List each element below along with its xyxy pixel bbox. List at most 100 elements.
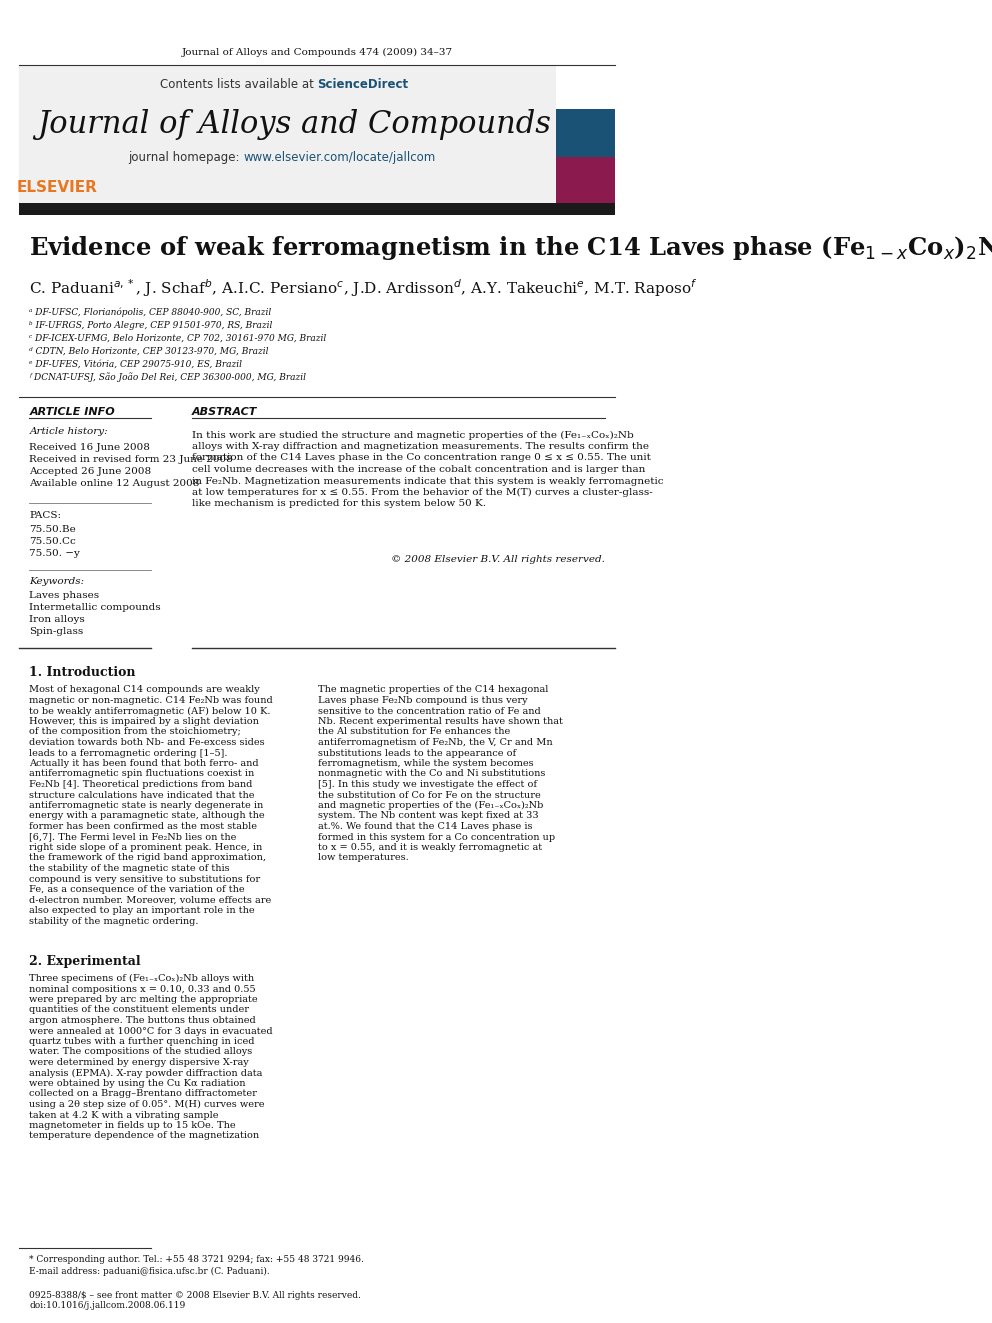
- Text: ᶜ DF-ICEX-UFMG, Belo Horizonte, CP 702, 30161-970 MG, Brazil: ᶜ DF-ICEX-UFMG, Belo Horizonte, CP 702, …: [30, 333, 326, 343]
- Bar: [557, 108, 615, 157]
- Text: antiferromagnetism of Fe₂Nb, the V, Cr and Mn: antiferromagnetism of Fe₂Nb, the V, Cr a…: [317, 738, 553, 747]
- Text: Article history:: Article history:: [30, 427, 108, 437]
- Text: Available online 12 August 2008: Available online 12 August 2008: [30, 479, 199, 487]
- Text: compound is very sensitive to substitutions for: compound is very sensitive to substituti…: [30, 875, 261, 884]
- Text: at low temperatures for x ≤ 0.55. From the behavior of the M(T) curves a cluster: at low temperatures for x ≤ 0.55. From t…: [191, 488, 653, 497]
- Text: nonmagnetic with the Co and Ni substitutions: nonmagnetic with the Co and Ni substitut…: [317, 770, 546, 778]
- Text: former has been confirmed as the most stable: former has been confirmed as the most st…: [30, 822, 257, 831]
- Text: Keywords:: Keywords:: [30, 578, 84, 586]
- Text: 75.50. −y: 75.50. −y: [30, 549, 80, 558]
- Text: * Corresponding author. Tel.: +55 48 3721 9294; fax: +55 48 3721 9946.: * Corresponding author. Tel.: +55 48 372…: [30, 1256, 364, 1265]
- Text: the stability of the magnetic state of this: the stability of the magnetic state of t…: [30, 864, 230, 873]
- Text: system. The Nb content was kept fixed at 33: system. The Nb content was kept fixed at…: [317, 811, 539, 820]
- Text: leads to a ferromagnetic ordering [1–5].: leads to a ferromagnetic ordering [1–5].: [30, 749, 228, 758]
- Text: structure calculations have indicated that the: structure calculations have indicated th…: [30, 791, 255, 799]
- Text: of the composition from the stoichiometry;: of the composition from the stoichiometr…: [30, 728, 241, 737]
- Text: like mechanism is predicted for this system below 50 K.: like mechanism is predicted for this sys…: [191, 500, 486, 508]
- Text: 75.50.Cc: 75.50.Cc: [30, 537, 76, 546]
- Text: PACS:: PACS:: [30, 512, 62, 520]
- Text: analysis (EPMA). X-ray powder diffraction data: analysis (EPMA). X-ray powder diffractio…: [30, 1069, 263, 1077]
- Text: [6,7]. The Fermi level in Fe₂Nb lies on the: [6,7]. The Fermi level in Fe₂Nb lies on …: [30, 832, 237, 841]
- Text: nominal compositions x = 0.10, 0.33 and 0.55: nominal compositions x = 0.10, 0.33 and …: [30, 984, 256, 994]
- Text: ᵇ IF-UFRGS, Porto Alegre, CEP 91501-970, RS, Brazil: ᵇ IF-UFRGS, Porto Alegre, CEP 91501-970,…: [30, 320, 273, 329]
- Text: Fe₂Nb [4]. Theoretical predictions from band: Fe₂Nb [4]. Theoretical predictions from …: [30, 781, 253, 789]
- Text: journal homepage:: journal homepage:: [128, 152, 243, 164]
- Text: deviation towards both Nb- and Fe-excess sides: deviation towards both Nb- and Fe-excess…: [30, 738, 265, 747]
- Text: energy with a paramagnetic state, although the: energy with a paramagnetic state, althou…: [30, 811, 265, 820]
- Text: Nb. Recent experimental results have shown that: Nb. Recent experimental results have sho…: [317, 717, 562, 726]
- Text: argon atmosphere. The buttons thus obtained: argon atmosphere. The buttons thus obtai…: [30, 1016, 256, 1025]
- Text: cell volume decreases with the increase of the cobalt concentration and is large: cell volume decreases with the increase …: [191, 464, 645, 474]
- Text: Laves phase Fe₂Nb compound is thus very: Laves phase Fe₂Nb compound is thus very: [317, 696, 528, 705]
- Text: and magnetic properties of the (Fe₁₋ₓCoₓ)₂Nb: and magnetic properties of the (Fe₁₋ₓCoₓ…: [317, 800, 544, 810]
- Text: doi:10.1016/j.jallcom.2008.06.119: doi:10.1016/j.jallcom.2008.06.119: [30, 1302, 186, 1311]
- Text: Accepted 26 June 2008: Accepted 26 June 2008: [30, 467, 152, 475]
- Text: d-electron number. Moreover, volume effects are: d-electron number. Moreover, volume effe…: [30, 896, 272, 905]
- Text: low temperatures.: low temperatures.: [317, 853, 409, 863]
- Text: magnetometer in fields up to 15 kOe. The: magnetometer in fields up to 15 kOe. The: [30, 1121, 236, 1130]
- Text: 1. Introduction: 1. Introduction: [30, 665, 136, 679]
- Text: © 2008 Elsevier B.V. All rights reserved.: © 2008 Elsevier B.V. All rights reserved…: [391, 556, 605, 565]
- Text: the substitution of Co for Fe on the structure: the substitution of Co for Fe on the str…: [317, 791, 541, 799]
- Text: Journal of Alloys and Compounds: Journal of Alloys and Compounds: [38, 110, 552, 140]
- Text: right side slope of a prominent peak. Hence, in: right side slope of a prominent peak. He…: [30, 843, 263, 852]
- Text: www.elsevier.com/locate/jallcom: www.elsevier.com/locate/jallcom: [243, 152, 435, 164]
- Text: The magnetic properties of the C14 hexagonal: The magnetic properties of the C14 hexag…: [317, 685, 549, 695]
- Text: Three specimens of (Fe₁₋ₓCoₓ)₂Nb alloys with: Three specimens of (Fe₁₋ₓCoₓ)₂Nb alloys …: [30, 974, 255, 983]
- Text: collected on a Bragg–Brentano diffractometer: collected on a Bragg–Brentano diffractom…: [30, 1090, 257, 1098]
- Text: were annealed at 1000°C for 3 days in evacuated: were annealed at 1000°C for 3 days in ev…: [30, 1027, 273, 1036]
- Text: alloys with X-ray diffraction and magnetization measurements. The results confir: alloys with X-ray diffraction and magnet…: [191, 442, 649, 451]
- Text: Spin-glass: Spin-glass: [30, 627, 83, 636]
- Text: at.%. We found that the C14 Laves phase is: at.%. We found that the C14 Laves phase …: [317, 822, 533, 831]
- Text: quantities of the constituent elements under: quantities of the constituent elements u…: [30, 1005, 249, 1015]
- Text: to be weakly antiferromagnetic (AF) below 10 K.: to be weakly antiferromagnetic (AF) belo…: [30, 706, 271, 716]
- Text: ᶠ DCNAT-UFSJ, São João Del Rei, CEP 36300-000, MG, Brazil: ᶠ DCNAT-UFSJ, São João Del Rei, CEP 3630…: [30, 372, 307, 382]
- Text: Evidence of weak ferromagnetism in the C14 Laves phase (Fe$_{1-x}$Co$_{x}$)$_{2}: Evidence of weak ferromagnetism in the C…: [30, 234, 992, 262]
- Text: the framework of the rigid band approximation,: the framework of the rigid band approxim…: [30, 853, 267, 863]
- Text: Intermetallic compounds: Intermetallic compounds: [30, 603, 161, 613]
- Text: [5]. In this study we investigate the effect of: [5]. In this study we investigate the ef…: [317, 781, 537, 789]
- Text: substitutions leads to the appearance of: substitutions leads to the appearance of: [317, 749, 516, 758]
- Text: C. Paduani$^{a,*}$, J. Schaf$^{b}$, A.I.C. Persiano$^{c}$, J.D. Ardisson$^{d}$, : C. Paduani$^{a,*}$, J. Schaf$^{b}$, A.I.…: [30, 277, 698, 299]
- Text: in Fe₂Nb. Magnetization measurements indicate that this system is weakly ferroma: in Fe₂Nb. Magnetization measurements ind…: [191, 476, 664, 486]
- Text: also expected to play an important role in the: also expected to play an important role …: [30, 906, 255, 916]
- Text: Laves phases: Laves phases: [30, 591, 99, 601]
- Bar: [557, 157, 615, 205]
- Text: Most of hexagonal C14 compounds are weakly: Most of hexagonal C14 compounds are weak…: [30, 685, 260, 695]
- Text: were prepared by arc melting the appropriate: were prepared by arc melting the appropr…: [30, 995, 258, 1004]
- Text: Journal of Alloys and Compounds 474 (2009) 34–37: Journal of Alloys and Compounds 474 (200…: [182, 48, 452, 57]
- Text: Contents lists available at: Contents lists available at: [160, 78, 317, 91]
- Text: ᵉ DF-UFES, Vitória, CEP 29075-910, ES, Brazil: ᵉ DF-UFES, Vitória, CEP 29075-910, ES, B…: [30, 360, 242, 369]
- Text: ferromagnetism, while the system becomes: ferromagnetism, while the system becomes: [317, 759, 534, 767]
- Text: ARTICLE INFO: ARTICLE INFO: [30, 407, 115, 417]
- Text: ScienceDirect: ScienceDirect: [317, 78, 409, 91]
- Text: sensitive to the concentration ratio of Fe and: sensitive to the concentration ratio of …: [317, 706, 541, 716]
- Text: Iron alloys: Iron alloys: [30, 615, 85, 624]
- Text: using a 2θ step size of 0.05°. M(H) curves were: using a 2θ step size of 0.05°. M(H) curv…: [30, 1099, 265, 1109]
- Text: 0925-8388/$ – see front matter © 2008 Elsevier B.V. All rights reserved.: 0925-8388/$ – see front matter © 2008 El…: [30, 1290, 361, 1299]
- Bar: [557, 110, 615, 205]
- Text: magnetic or non-magnetic. C14 Fe₂Nb was found: magnetic or non-magnetic. C14 Fe₂Nb was …: [30, 696, 273, 705]
- Text: Fe, as a consequence of the variation of the: Fe, as a consequence of the variation of…: [30, 885, 245, 894]
- Text: 75.50.Be: 75.50.Be: [30, 525, 76, 534]
- Text: Actually it has been found that both ferro- and: Actually it has been found that both fer…: [30, 759, 259, 767]
- Text: were obtained by using the Cu Kα radiation: were obtained by using the Cu Kα radiati…: [30, 1080, 246, 1088]
- Bar: [19, 65, 96, 205]
- Text: stability of the magnetic ordering.: stability of the magnetic ordering.: [30, 917, 199, 926]
- Text: 2. Experimental: 2. Experimental: [30, 955, 141, 968]
- Text: formation of the C14 Laves phase in the Co concentration range 0 ≤ x ≤ 0.55. The: formation of the C14 Laves phase in the …: [191, 454, 651, 463]
- Text: water. The compositions of the studied alloys: water. The compositions of the studied a…: [30, 1048, 253, 1057]
- Text: the Al substitution for Fe enhances the: the Al substitution for Fe enhances the: [317, 728, 510, 737]
- Text: However, this is impaired by a slight deviation: However, this is impaired by a slight de…: [30, 717, 259, 726]
- Bar: [19, 202, 615, 216]
- Text: to x = 0.55, and it is weakly ferromagnetic at: to x = 0.55, and it is weakly ferromagne…: [317, 843, 542, 852]
- Text: ABSTRACT: ABSTRACT: [191, 407, 257, 417]
- Text: taken at 4.2 K with a vibrating sample: taken at 4.2 K with a vibrating sample: [30, 1110, 219, 1119]
- Text: ᵃ DF-UFSC, Florianópolis, CEP 88040-900, SC, Brazil: ᵃ DF-UFSC, Florianópolis, CEP 88040-900,…: [30, 307, 272, 316]
- Text: E-mail address: paduani@fisica.ufsc.br (C. Paduani).: E-mail address: paduani@fisica.ufsc.br (…: [30, 1266, 270, 1275]
- Text: formed in this system for a Co concentration up: formed in this system for a Co concentra…: [317, 832, 555, 841]
- Bar: [19, 65, 557, 205]
- Text: were determined by energy dispersive X-ray: were determined by energy dispersive X-r…: [30, 1058, 249, 1068]
- Text: temperature dependence of the magnetization: temperature dependence of the magnetizat…: [30, 1131, 260, 1140]
- Text: In this work are studied the structure and magnetic properties of the (Fe₁₋ₓCoₓ): In this work are studied the structure a…: [191, 430, 634, 439]
